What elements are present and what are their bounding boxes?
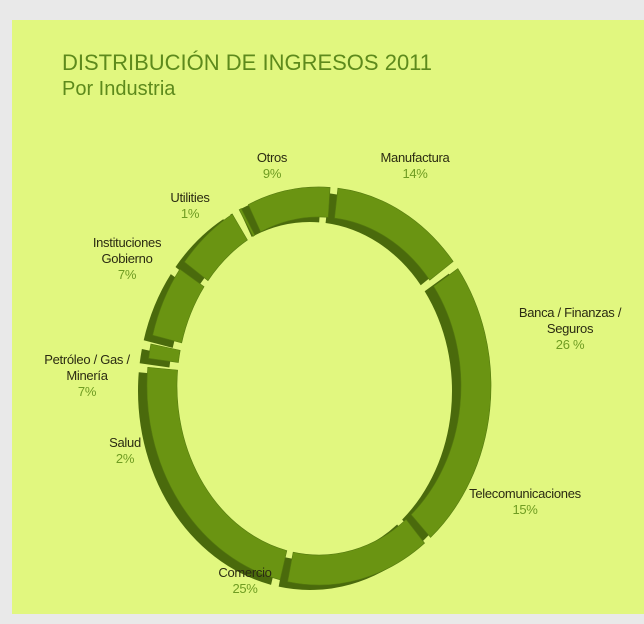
slice-label: Banca / Finanzas / Seguros 26 % bbox=[505, 305, 635, 353]
value-label: 1% bbox=[180, 206, 200, 221]
chart-panel: DISTRIBUCIÓN DE INGRESOS 2011 Por Indust… bbox=[12, 20, 644, 614]
segment bbox=[410, 268, 492, 538]
segment bbox=[148, 343, 181, 363]
segment bbox=[184, 213, 248, 282]
chart-title: DISTRIBUCIÓN DE INGRESOS 2011 bbox=[62, 50, 433, 75]
category-label: Instituciones Gobierno bbox=[92, 235, 162, 266]
category-label: Petróleo / Gas / Minería bbox=[44, 352, 130, 383]
segment bbox=[334, 187, 454, 281]
slice-label: Manufactura 14% bbox=[360, 150, 470, 182]
value-label: 9% bbox=[262, 166, 282, 181]
category-label: Otros bbox=[256, 150, 288, 165]
segment bbox=[287, 519, 425, 586]
slice-label: Instituciones Gobierno 7% bbox=[77, 235, 177, 283]
value-label: 15% bbox=[512, 502, 538, 517]
segment bbox=[146, 366, 288, 581]
category-label: Manufactura bbox=[380, 150, 450, 165]
value-label: 7% bbox=[117, 267, 137, 282]
slice-label: Petróleo / Gas / Minería 7% bbox=[32, 352, 142, 400]
segment bbox=[152, 268, 205, 344]
segment bbox=[247, 186, 331, 233]
category-label: Banca / Finanzas / Seguros bbox=[518, 305, 622, 336]
chart-subtitle: Por Industria bbox=[62, 78, 176, 100]
value-label: 26 % bbox=[555, 337, 585, 352]
slice-label: Telecomunicaciones 15% bbox=[445, 486, 605, 518]
category-label: Salud bbox=[109, 435, 141, 450]
slice-label: Salud 2% bbox=[95, 435, 155, 467]
value-label: 25% bbox=[232, 581, 258, 596]
category-label: Utilities bbox=[170, 190, 210, 205]
segment bbox=[238, 208, 256, 237]
chart bbox=[138, 186, 492, 590]
slice-label: Otros 9% bbox=[242, 150, 302, 182]
value-label: 2% bbox=[115, 451, 135, 466]
category-label: Telecomunicaciones bbox=[469, 486, 581, 501]
slice-label: Comercio 25% bbox=[195, 565, 295, 597]
value-label: 7% bbox=[77, 384, 97, 399]
category-label: Comercio bbox=[218, 565, 272, 580]
slice-label: Utilities 1% bbox=[155, 190, 225, 222]
value-label: 14% bbox=[402, 166, 428, 181]
